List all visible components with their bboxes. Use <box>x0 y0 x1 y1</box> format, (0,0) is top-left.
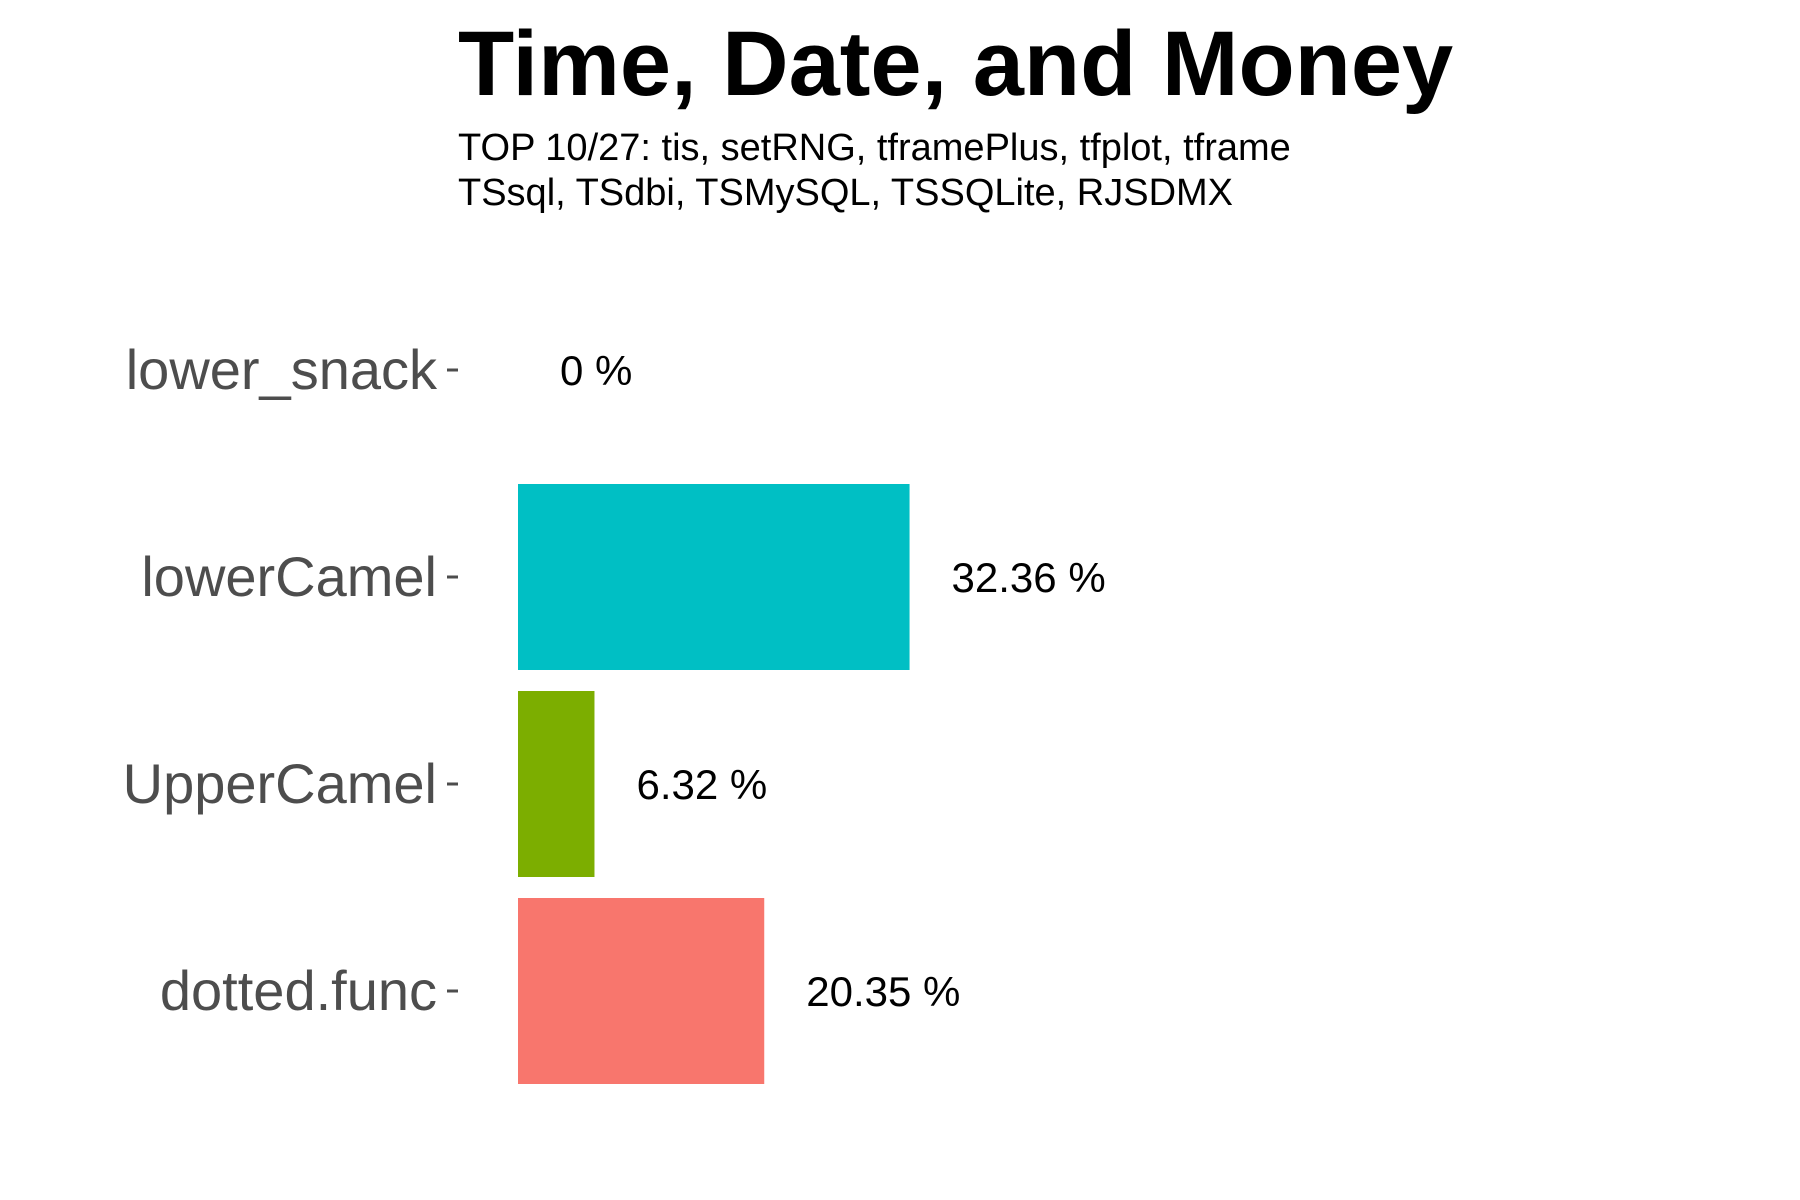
y-tick-label-dotted-func: dotted.func <box>160 959 437 1022</box>
value-label-uppercamel: 6.32 % <box>636 761 767 808</box>
bar-dotted-func <box>518 898 765 1084</box>
y-tick-label-lowercamel: lowerCamel <box>141 545 437 608</box>
chart-title: Time, Date, and Money <box>458 13 1453 115</box>
y-tick-label-uppercamel: UpperCamel <box>123 752 437 815</box>
value-label-dotted-func: 20.35 % <box>806 968 960 1015</box>
plot-area: lower_snack 0 % lowerCamel 32.36 % UpperCame… <box>123 338 1106 1084</box>
chart-subtitle-line-2: TSsql, TSdbi, TSMySQL, TSSQLite, RJSDMX <box>458 172 1233 214</box>
bar-uppercamel <box>518 691 595 877</box>
chart-subtitle-line-1: TOP 10/27: tis, setRNG, tframePlus, tfpl… <box>458 127 1291 169</box>
value-label-lower-snack: 0 % <box>560 347 632 394</box>
value-label-lowercamel: 32.36 % <box>952 554 1106 601</box>
bar-lowercamel <box>518 484 910 670</box>
y-tick-label-lower-snack: lower_snack <box>126 338 438 401</box>
